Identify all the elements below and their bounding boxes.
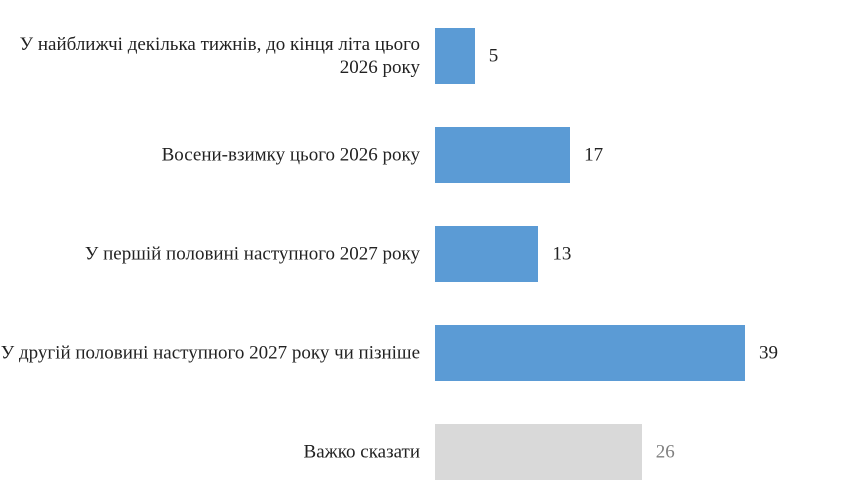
category-label: Важко сказати [303,441,420,463]
value-label: 5 [488,45,499,67]
bar [435,424,642,480]
category-label: Восени-взимку цього 2026 року [161,144,420,166]
value-label: 39 [759,342,779,364]
category-label: У найближчі декілька тижнів, до кінця лі… [19,34,420,78]
bar [435,127,571,183]
bar [435,28,475,84]
bar [435,325,746,381]
category-label: У другій половині наступного 2027 року ч… [0,342,420,364]
value-label: 26 [655,441,675,463]
category-label: У першій половині наступного 2027 року [84,243,420,265]
value-label: 13 [552,243,572,265]
value-label: 17 [584,144,604,166]
bar [435,226,539,282]
